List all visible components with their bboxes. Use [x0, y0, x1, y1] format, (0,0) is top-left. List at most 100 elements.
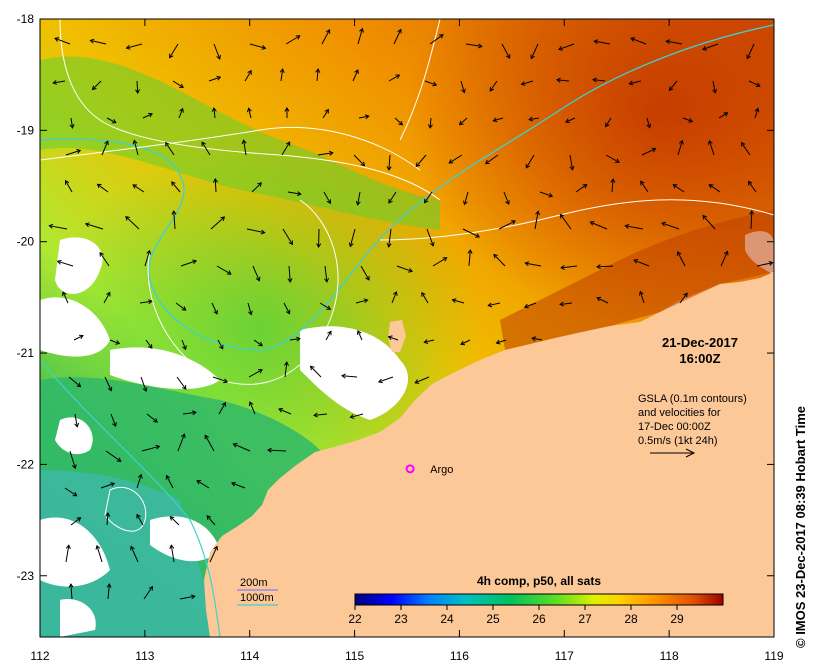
velocity-arrow	[342, 375, 358, 378]
cloud-gap	[55, 237, 103, 294]
velocity-arrowhead	[78, 334, 84, 340]
timestamp-time: 16:00Z	[679, 351, 720, 366]
velocity-arrow	[179, 595, 195, 600]
velocity-arrow	[100, 482, 115, 489]
velocity-arrowhead	[64, 179, 70, 185]
lat-tick-label: -19	[17, 123, 35, 137]
velocity-arrowhead	[707, 139, 713, 145]
velocity-arrowhead	[179, 107, 184, 113]
velocity-arrowhead	[68, 583, 74, 588]
velocity-arrowhead	[702, 46, 707, 51]
island	[388, 320, 406, 352]
velocity-arrowhead	[248, 401, 254, 407]
velocity-arrow	[218, 402, 226, 415]
velocity-arrow	[54, 37, 71, 45]
velocity-arrowhead	[180, 433, 186, 439]
velocity-arrowhead	[171, 181, 176, 186]
velocity-arrowhead	[363, 298, 369, 304]
velocity-arrow	[90, 39, 107, 45]
velocity-arrowhead	[296, 191, 302, 197]
velocity-arrow	[532, 337, 543, 341]
velocity-arrowhead	[148, 112, 153, 118]
sst-field	[40, 19, 774, 637]
velocity-arrowhead	[633, 258, 639, 264]
velocity-arrow	[110, 413, 117, 427]
velocity-arrowhead	[284, 107, 290, 112]
velocity-arrow	[524, 302, 537, 308]
velocity-arrowhead	[56, 259, 62, 265]
velocity-arrow	[216, 265, 232, 275]
velocity-arrowhead	[740, 141, 746, 147]
velocity-arrowhead	[267, 447, 272, 453]
velocity-arrowhead	[723, 250, 729, 256]
velocity-arrow	[565, 117, 576, 123]
velocity-arrow	[590, 221, 608, 230]
velocity-arrow	[396, 265, 413, 272]
velocity-arrow	[196, 480, 210, 489]
velocity-arrow	[325, 331, 332, 341]
credit-text: © IMOS 23-Dec-2017 08:39 Hobart Time	[793, 406, 808, 648]
gsla-contour	[59, 19, 441, 201]
velocity-arrowhead	[348, 242, 354, 248]
velocity-arrow	[204, 435, 215, 452]
colorbar-label: 24	[440, 612, 454, 626]
velocity-arrowhead	[679, 139, 684, 145]
velocity-arrowhead	[206, 515, 212, 520]
velocity-arrowhead	[192, 410, 197, 416]
velocity-arrowhead	[132, 139, 138, 145]
velocity-arrow	[682, 117, 693, 122]
velocity-arrow	[357, 191, 361, 205]
velocity-arrowhead	[261, 45, 267, 50]
velocity-arrow	[625, 225, 644, 230]
velocity-arrowhead	[341, 373, 346, 379]
velocity-arrow	[105, 450, 122, 462]
velocity-arrowhead	[84, 222, 90, 228]
velocity-arrowhead	[559, 301, 564, 307]
velocity-arrowhead	[313, 412, 318, 418]
gsla-note-line2: and velocities for	[638, 407, 721, 419]
velocity-arrowhead	[589, 221, 595, 226]
velocity-arrowhead	[136, 513, 141, 519]
velocity-arrow	[560, 302, 573, 305]
velocity-arrow	[594, 40, 611, 45]
velocity-arrow	[212, 376, 228, 383]
velocity-arrow	[231, 482, 246, 489]
velocity-arrowhead	[220, 216, 226, 221]
velocity-arrow	[496, 339, 507, 344]
velocity-arrows	[48, 27, 774, 600]
velocity-arrowhead	[438, 34, 444, 39]
velocity-arrowhead	[524, 261, 530, 267]
velocity-arrowhead	[661, 221, 667, 227]
velocity-arrow	[246, 228, 265, 234]
velocity-arrowhead	[487, 302, 493, 308]
velocity-arrow	[65, 545, 70, 563]
velocity-arrow	[177, 434, 185, 452]
velocity-arrowhead	[296, 336, 301, 342]
velocity-arrow	[252, 265, 260, 281]
velocity-arrow	[629, 80, 642, 85]
velocity-arrow	[388, 228, 392, 247]
velocity-arrowhead	[397, 28, 402, 34]
velocity-arrowhead	[395, 74, 401, 79]
velocity-arrowhead	[484, 159, 490, 165]
velocity-arrow	[142, 113, 153, 119]
velocity-arrowhead	[638, 290, 644, 296]
velocity-arrow	[287, 191, 301, 195]
velocity-arrowhead	[247, 69, 252, 75]
velocity-arrow	[424, 191, 433, 203]
velocity-arrowhead	[683, 292, 688, 298]
velocity-arrow	[171, 181, 181, 193]
velocity-arrow	[282, 228, 293, 245]
velocity-arrowhead	[615, 158, 620, 163]
velocity-arrowhead	[155, 444, 161, 450]
velocity-arrowhead	[96, 183, 102, 189]
velocity-arrowhead	[565, 118, 570, 124]
velocity-arrowhead	[295, 35, 301, 40]
velocity-arrow	[310, 365, 322, 378]
velocity-arrowhead	[492, 117, 498, 123]
velocity-arrowhead	[325, 29, 331, 34]
velocity-arrow	[73, 335, 84, 341]
velocity-arrow	[596, 265, 614, 268]
velocity-arrowhead	[324, 108, 329, 114]
velocity-arrow	[525, 154, 535, 169]
